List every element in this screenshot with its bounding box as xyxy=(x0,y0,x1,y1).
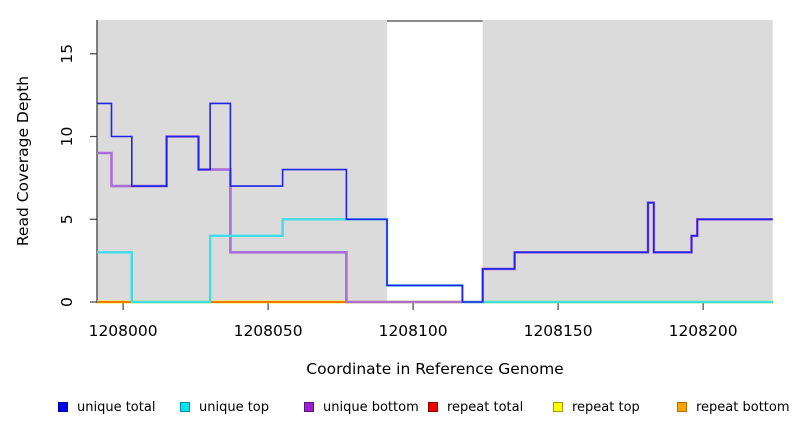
legend-item-repeat-bottom: repeat bottom xyxy=(677,399,790,415)
y-axis-title: Read Coverage Depth xyxy=(14,76,32,246)
legend-label: repeat bottom xyxy=(696,399,790,415)
x-tick-label: 1208000 xyxy=(89,322,158,340)
unique-total-swatch-icon xyxy=(58,402,68,412)
y-tick-label: 10 xyxy=(58,127,76,147)
repeat-bottom-swatch-icon xyxy=(677,402,687,412)
x-tick-label: 1208100 xyxy=(379,322,448,340)
unique-bottom-swatch-icon xyxy=(304,402,314,412)
legend-label: unique bottom xyxy=(323,399,419,415)
background-band xyxy=(482,20,773,302)
legend-label: repeat total xyxy=(447,399,524,415)
series-lines xyxy=(97,102,773,304)
legend-item-unique-top: unique top xyxy=(180,399,269,415)
x-tick-label: 1208150 xyxy=(524,322,593,340)
x-tick-label: 1208050 xyxy=(234,322,303,340)
unique-top-swatch-icon xyxy=(180,402,190,412)
y-tick-label: 5 xyxy=(58,214,76,224)
y-tick-label: 15 xyxy=(58,44,76,64)
legend-label: unique top xyxy=(199,399,270,415)
x-axis-title: Coordinate in Reference Genome xyxy=(306,360,563,378)
background-bands xyxy=(97,20,773,302)
coverage-chart: 1208000 1208050 1208100 1208150 1208200 0 5 10 1… xyxy=(14,20,773,378)
legend-item-repeat-total: repeat total xyxy=(428,399,523,415)
legend-item-unique-total: unique total xyxy=(58,399,155,415)
repeat-top-swatch-icon xyxy=(553,402,563,412)
chart-legend: unique total unique top unique bottom re… xyxy=(0,399,792,421)
y-tick-label: 0 xyxy=(58,297,76,307)
background-band xyxy=(97,20,387,302)
legend-item-unique-bottom: unique bottom xyxy=(304,399,419,415)
legend-item-repeat-top: repeat top xyxy=(553,399,640,415)
background-band xyxy=(387,20,483,302)
x-tick-label: 1208200 xyxy=(669,322,738,340)
legend-label: repeat top xyxy=(572,399,640,415)
legend-label: unique total xyxy=(77,399,156,415)
series-unique-total xyxy=(97,102,773,303)
repeat-total-swatch-icon xyxy=(428,402,438,412)
